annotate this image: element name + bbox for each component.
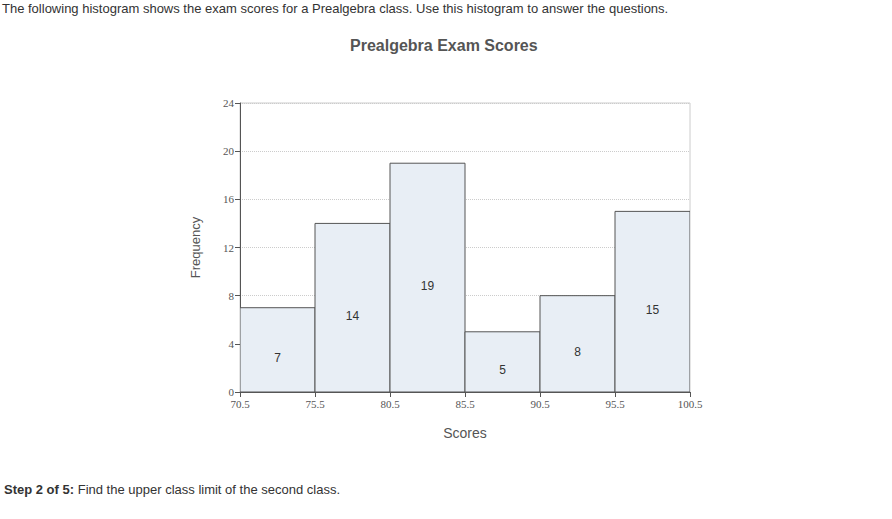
svg-text:Frequency: Frequency (188, 216, 203, 278)
svg-text:Scores: Scores (443, 425, 487, 441)
svg-text:12: 12 (223, 242, 234, 254)
svg-text:8: 8 (229, 290, 235, 302)
svg-text:90.5: 90.5 (530, 398, 550, 410)
svg-text:24: 24 (223, 97, 235, 109)
svg-text:4: 4 (229, 338, 235, 350)
svg-text:80.5: 80.5 (380, 398, 400, 410)
svg-text:100.5: 100.5 (678, 398, 703, 410)
svg-text:7: 7 (274, 351, 281, 365)
svg-text:0: 0 (229, 386, 235, 398)
svg-text:16: 16 (223, 193, 235, 205)
svg-text:14: 14 (346, 309, 360, 323)
svg-text:85.5: 85.5 (455, 398, 475, 410)
svg-text:15: 15 (646, 303, 660, 317)
svg-text:70.5: 70.5 (230, 398, 250, 410)
svg-text:75.5: 75.5 (305, 398, 325, 410)
svg-text:20: 20 (223, 145, 235, 157)
svg-text:95.5: 95.5 (605, 398, 625, 410)
svg-text:8: 8 (574, 345, 581, 359)
html-text:Step 2 of 5: Find the upper cl: Step 2 of 5: Find the upper class limit … (4, 482, 340, 497)
html-text:The following histogram shows: The following histogram shows the exam s… (2, 1, 669, 16)
svg-text:Prealgebra Exam Scores: Prealgebra Exam Scores (350, 37, 538, 54)
svg-text:5: 5 (499, 363, 506, 377)
svg-text:19: 19 (421, 279, 435, 293)
